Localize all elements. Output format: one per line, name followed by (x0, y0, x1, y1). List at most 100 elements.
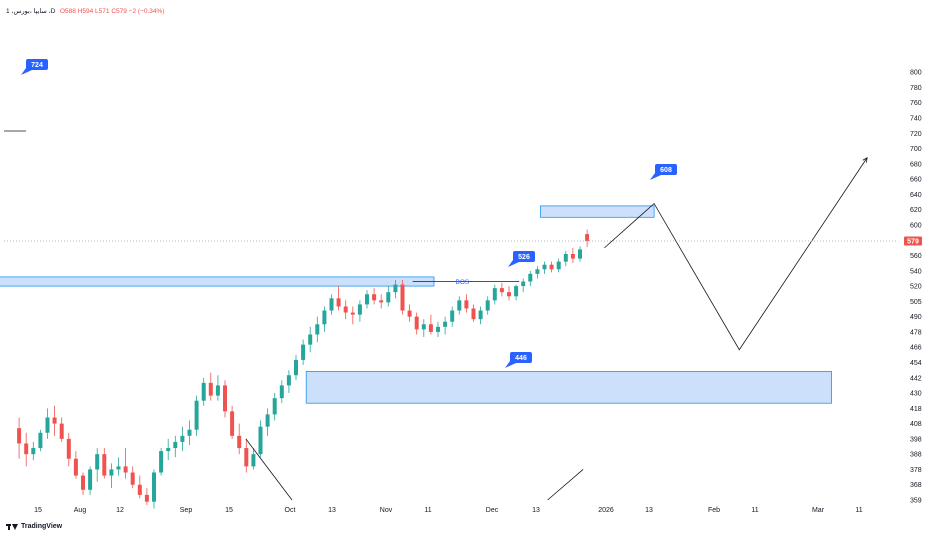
candle-body (88, 469, 93, 490)
zone-rect (540, 205, 655, 218)
zone-rect (0, 276, 435, 287)
tradingview-brand[interactable]: TradingView (6, 523, 62, 530)
x-tick-label: 11 (424, 507, 431, 514)
y-tick-label: 442 (910, 375, 922, 382)
candle-body (535, 269, 540, 274)
candles (17, 229, 590, 509)
y-tick-label: 359 (910, 498, 922, 505)
candle-body (301, 344, 306, 360)
candle-body (116, 466, 121, 470)
y-tick-label: 505 (910, 299, 922, 306)
candle-body (251, 454, 256, 467)
candle-body (265, 414, 270, 427)
candle-body (542, 264, 547, 270)
candle-body (81, 475, 85, 490)
x-tick-label: Oct (285, 507, 296, 514)
candle-body (279, 385, 284, 399)
zone-rect (305, 370, 833, 404)
candle-body (372, 294, 377, 301)
candle-body (272, 398, 277, 415)
candle-body (492, 288, 497, 301)
candle-body (286, 375, 291, 386)
symbol-title: 1 ،سایپا ،بورس ،D (6, 7, 56, 15)
bos-label: BOS (456, 279, 470, 286)
candle-body (457, 300, 462, 311)
candle-body (173, 441, 178, 449)
y-tick-label: 740 (910, 116, 922, 123)
callout-label: 446 (515, 355, 527, 362)
candle-body (585, 234, 590, 242)
candle-body (73, 458, 78, 476)
candle-body (343, 306, 348, 313)
x-tick-label: 13 (645, 507, 653, 514)
y-tick-label: 466 (910, 345, 922, 352)
candle-body (159, 451, 164, 473)
x-tick-label: Dec (486, 507, 499, 514)
candle-body (201, 382, 206, 401)
y-tick-label: 418 (910, 406, 922, 413)
candle-body (180, 435, 185, 442)
x-tick-label: 15 (34, 507, 42, 514)
candle-body (102, 454, 107, 476)
candle-body (365, 294, 369, 305)
x-tick-label: 11 (855, 507, 862, 514)
y-tick-label: 680 (910, 161, 922, 168)
candle-body (24, 443, 29, 455)
candle-body (443, 321, 448, 327)
candle-body (38, 432, 43, 449)
candle-body (400, 284, 405, 311)
y-tick-label: 700 (910, 146, 922, 153)
y-tick-label: 540 (910, 268, 922, 275)
candle-body (66, 438, 71, 459)
y-tick-label: 368 (910, 482, 922, 489)
x-tick-label: 11 (751, 507, 758, 514)
y-tick-label: 760 (910, 100, 922, 107)
candle-body (556, 261, 561, 270)
candle-body (166, 448, 171, 452)
candle-body (329, 298, 334, 311)
ohlc-values: O588 H594 L571 C579 −2 (−0.34%) (60, 8, 164, 15)
candle-body (407, 310, 412, 317)
y-tick-label: 378 (910, 467, 922, 474)
price-callout (513, 251, 535, 262)
candle-body (130, 472, 135, 485)
demand-zones (0, 205, 833, 404)
candle-body (570, 253, 575, 259)
y-tick-label: 800 (910, 70, 922, 77)
y-tick-label: 520 (910, 284, 922, 291)
x-tick-label: Aug (74, 507, 87, 514)
candle-body (244, 448, 249, 467)
callout-pointer (508, 260, 519, 267)
y-tick-label: 398 (910, 436, 922, 443)
callouts: 724 608 526 446 (21, 59, 677, 368)
y-tick-label: 490 (910, 314, 922, 321)
last-price-value: 579 (907, 239, 919, 246)
candle-body (350, 312, 355, 315)
y-tick-label: 780 (910, 85, 922, 92)
trend-arrow-line (547, 469, 584, 501)
candle-body (507, 292, 511, 297)
candle-body (436, 326, 440, 332)
y-tick-label: 660 (910, 177, 922, 184)
y-tick-label: 454 (910, 360, 922, 367)
x-tick-label: 15 (225, 507, 233, 514)
candle-body (215, 385, 220, 396)
x-tick-label: 12 (116, 507, 124, 514)
candle-body (499, 288, 504, 293)
candle-body (230, 411, 235, 436)
candle-body (450, 310, 455, 322)
candle-body (223, 385, 227, 412)
candle-body (123, 466, 128, 473)
x-axis: 15 Aug 12 Sep 15 Oct 13 Nov 11 Dec 13 2026 13 Feb 11 Ma… (34, 507, 863, 514)
x-tick-label: Mar (812, 507, 825, 514)
price-callout (655, 164, 677, 175)
y-tick-label: 478 (910, 329, 922, 336)
candle-body (528, 273, 533, 282)
candle-body (549, 264, 554, 270)
candle-body (294, 359, 298, 376)
candle-body (471, 308, 476, 320)
price-label: 579 (904, 236, 922, 246)
callout-pointer (650, 173, 661, 180)
candle-body (563, 253, 568, 262)
